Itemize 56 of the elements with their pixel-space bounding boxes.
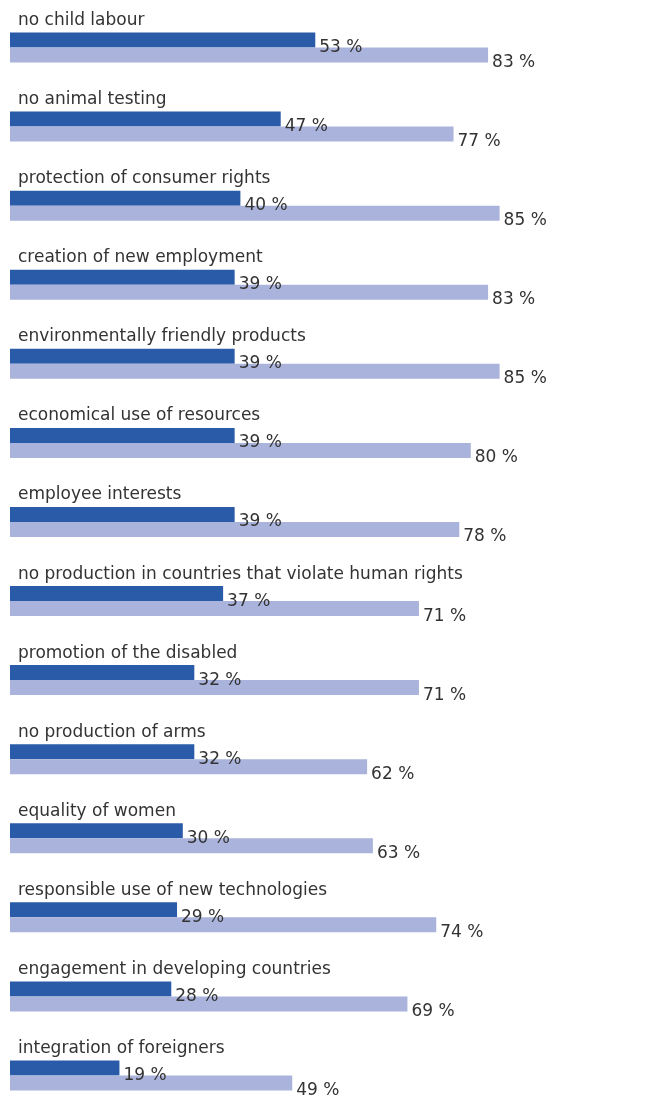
y-tick-label: no production of arms [18, 720, 206, 741]
y-tick-label: environmentally friendly products [18, 325, 306, 346]
data-label: 53 % [319, 36, 363, 57]
bar [10, 348, 235, 364]
data-label: 69 % [411, 999, 455, 1020]
data-label: 62 % [371, 762, 415, 783]
data-label: 40 % [244, 194, 288, 215]
data-label: 30 % [186, 826, 230, 847]
data-label: 29 % [181, 905, 225, 926]
data-label: 71 % [422, 604, 467, 625]
data-label: 39 % [238, 431, 282, 452]
bar [10, 269, 235, 285]
bar [10, 586, 224, 602]
data-label: 39 % [238, 273, 282, 294]
data-label: 39 % [238, 352, 282, 373]
y-tick-label: economical use of resources [18, 404, 261, 425]
data-label: 71 % [422, 683, 467, 704]
bar [10, 902, 178, 918]
data-label: 83 % [492, 288, 536, 309]
bar [10, 1060, 120, 1076]
bar [10, 981, 172, 997]
data-label: 83 % [492, 51, 536, 72]
y-tick-label: employee interests [18, 483, 182, 504]
data-label: 19 % [123, 1063, 167, 1084]
bar [10, 32, 316, 48]
data-label: 63 % [376, 841, 421, 862]
data-label: 28 % [175, 984, 219, 1005]
y-tick-label: integration of foreigners [18, 1036, 225, 1057]
data-label: 78 % [463, 525, 507, 546]
data-label: 85 % [503, 209, 547, 230]
data-label: 37 % [227, 589, 271, 610]
data-label: 39 % [238, 510, 282, 531]
bar [10, 823, 183, 839]
y-tick-label: protection of consumer rights [18, 167, 271, 188]
y-tick-label: no production in countries that violate human rights [18, 562, 463, 583]
y-tick-label: promotion of the disabled [18, 641, 238, 662]
data-label: 77 % [457, 130, 501, 151]
data-label: 32 % [198, 668, 242, 689]
y-tick-label: creation of new employment [18, 246, 263, 267]
bar [10, 190, 241, 206]
bar [10, 111, 281, 127]
y-tick-label: no animal testing [18, 88, 167, 109]
data-label: 80 % [474, 446, 518, 467]
y-tick-label: engagement in developing countries [18, 957, 331, 978]
bar [10, 744, 195, 760]
bar [10, 427, 235, 443]
y-tick-label: equality of women [18, 799, 176, 820]
data-label: 32 % [198, 747, 242, 768]
y-tick-label: responsible use of new technologies [18, 878, 328, 899]
data-label: 49 % [296, 1078, 340, 1099]
bar [10, 665, 195, 681]
data-label: 85 % [503, 367, 547, 388]
bar [10, 506, 235, 522]
y-tick-label: no child labour [18, 9, 145, 30]
data-label: 74 % [440, 920, 484, 941]
data-label: 47 % [284, 115, 328, 136]
